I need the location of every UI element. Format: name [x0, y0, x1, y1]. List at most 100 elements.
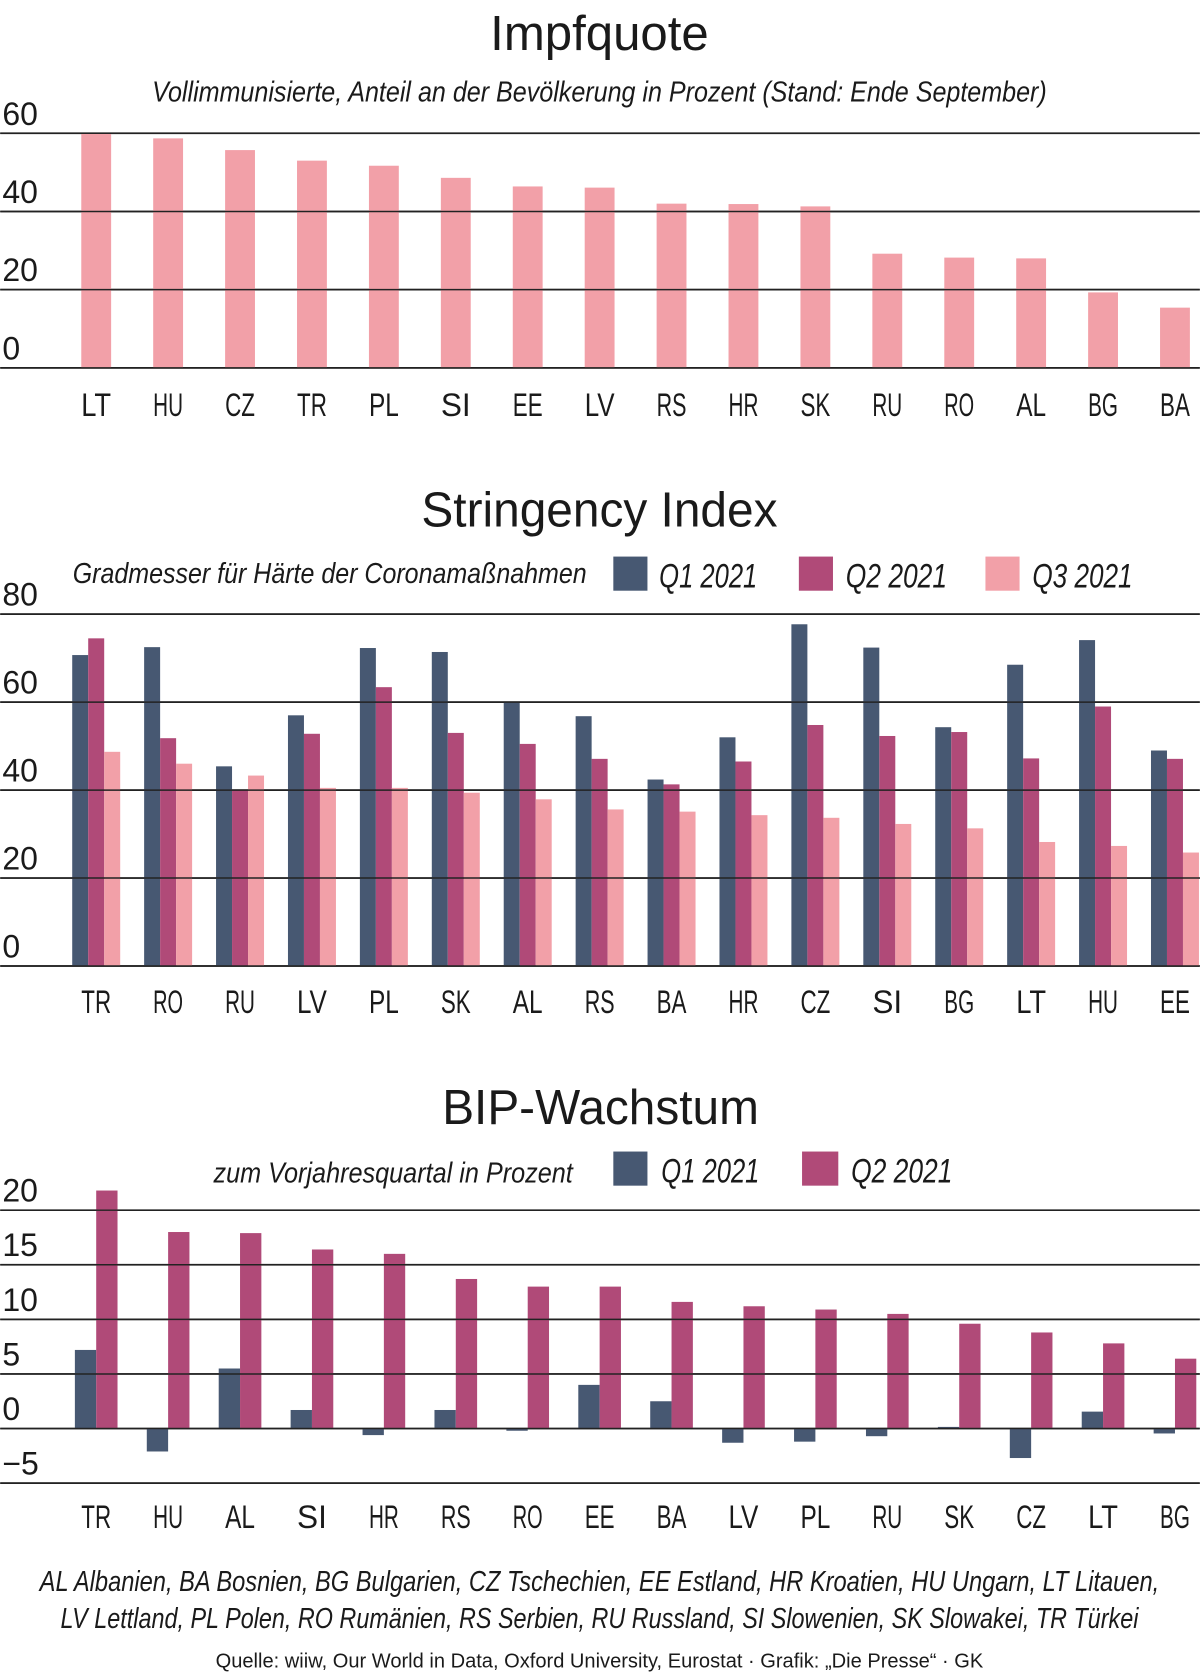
- bar-rs-q2: [591, 758, 608, 967]
- x-tick-label: HU: [153, 387, 183, 423]
- bar-lv-q1: [722, 1428, 744, 1443]
- bar-si: [440, 177, 471, 368]
- x-tick-label: TR: [81, 1499, 111, 1535]
- bar-lt-q2: [1023, 758, 1040, 967]
- x-tick-label: RU: [872, 387, 902, 423]
- y-tick-label: 20: [2, 841, 38, 877]
- bar-si-q1: [290, 1409, 312, 1429]
- y-tick-label: 60: [2, 96, 38, 132]
- x-tick-label: SK: [441, 984, 471, 1020]
- x-tick-label: EE: [585, 1499, 615, 1535]
- x-tick-label: RS: [585, 984, 615, 1020]
- x-tick-label: RO: [153, 984, 183, 1020]
- x-tick-label: RS: [657, 387, 687, 423]
- chart-impfquote: Impfquote Vollimmunisierte, Anteil an de…: [0, 7, 1200, 423]
- y-tick-label: 0: [2, 1391, 20, 1427]
- x-tick-label: CZ: [800, 984, 830, 1020]
- plot-area: 0 20 40 60 LT HU CZ TR PL SI EE LV RS HR SK RU RO AL BG BA: [0, 96, 1200, 423]
- x-tick-label: BG: [1088, 387, 1118, 423]
- bar-sk-q1: [431, 651, 448, 967]
- bar-sk-q1: [937, 1426, 960, 1429]
- bar-bg: [1088, 292, 1118, 368]
- legend-label-q2: Q2 2021: [851, 1152, 952, 1190]
- x-tick-label: LV: [729, 1499, 759, 1535]
- bar-tr-q2: [88, 638, 105, 967]
- x-tick-label: BG: [944, 984, 974, 1020]
- bar-ru-q2: [887, 1313, 909, 1429]
- x-tick-label: SK: [944, 1499, 974, 1535]
- legend-label-q3: Q3 2021: [1032, 557, 1132, 595]
- bar-bg-q2: [951, 732, 968, 967]
- x-tick-label: RS: [441, 1499, 471, 1535]
- bar-ro-q2: [160, 738, 177, 967]
- x-tick-label: AL: [513, 984, 543, 1020]
- bar-ba-q1: [650, 1401, 672, 1429]
- bar-hu-q2: [168, 1232, 190, 1429]
- legend-swatch-q2: [802, 1151, 839, 1186]
- x-tick-label: RO: [944, 387, 974, 423]
- bar-hu: [153, 138, 184, 368]
- legend-swatch-q1: [613, 556, 648, 591]
- bar-ro-q1: [144, 647, 161, 967]
- chart-bip-wachstum: BIP-Wachstum zum Vorjahresquartal in Pro…: [0, 1081, 1200, 1535]
- y-tick-label: 5: [2, 1336, 20, 1372]
- bar-pl-q1: [359, 648, 376, 967]
- bar-tr-q2: [96, 1190, 118, 1429]
- bar-cz-q2: [807, 724, 824, 967]
- bar-tr-q1: [74, 1349, 97, 1429]
- bar-si-q2: [879, 735, 896, 967]
- chart-subtitle: Gradmesser für Härte der Coronamaßnahmen: [73, 558, 587, 590]
- bar-lt-q1: [1081, 1411, 1104, 1429]
- x-tick-label: HR: [729, 984, 759, 1020]
- x-tick-label: BA: [657, 1499, 687, 1535]
- x-tick-label: RO: [513, 1499, 543, 1535]
- y-tick-label: 20: [2, 252, 38, 288]
- bar-lt-q1: [1007, 664, 1024, 967]
- bar-ee: [512, 186, 543, 368]
- bar-ro-q1: [506, 1428, 528, 1431]
- bar-pl-q3: [391, 787, 408, 967]
- x-tick-label: SI: [872, 984, 902, 1020]
- bar-lv-q2: [303, 733, 320, 967]
- x-tick-label: HU: [153, 1499, 183, 1535]
- x-tick-label: CZ: [1016, 1499, 1046, 1535]
- x-tick-label: LV: [585, 387, 615, 423]
- bar-bg-q1: [935, 727, 952, 967]
- bar-tr-q3: [104, 751, 121, 967]
- bar-bg-q2: [1174, 1358, 1197, 1429]
- bar-ro-q3: [176, 763, 193, 967]
- bar-si-q3: [895, 823, 912, 967]
- bar-rs-q1: [434, 1409, 456, 1429]
- bar-al-q1: [503, 702, 520, 967]
- x-tick-label: CZ: [225, 387, 255, 423]
- bar-ba: [1160, 307, 1190, 368]
- plot-area: −5 0 5 10 15 20 TR HU AL SI HR RS RO EE BA LV PL RU SK CZ LT…: [0, 1173, 1200, 1535]
- bar-rs-q3: [607, 809, 624, 967]
- bar-lt-q2: [1103, 1343, 1125, 1429]
- bar-ro-q2: [527, 1286, 550, 1429]
- x-tick-label: EE: [513, 387, 543, 423]
- bar-hr-q1: [362, 1428, 384, 1436]
- bar-bg-q1: [1153, 1428, 1175, 1434]
- bar-pl-q2: [375, 687, 392, 967]
- bar-ru-q1: [216, 766, 233, 967]
- bar-sk-q3: [463, 792, 480, 967]
- bar-cz-q1: [1009, 1428, 1032, 1459]
- bar-sk-q2: [959, 1323, 981, 1429]
- bar-rs: [656, 203, 687, 368]
- footer: AL Albanien, BA Bosnien, BG Bulgarien, C…: [38, 1566, 1159, 1673]
- y-tick-label: 80: [2, 577, 38, 613]
- bar-hr: [728, 204, 759, 368]
- x-tick-label: EE: [1160, 984, 1190, 1020]
- bar-ee-q1: [1150, 750, 1167, 967]
- plot-area: 0 20 40 60 80 TR RO RU LV PL SK AL RS BA HR CZ SI BG LT HU E…: [0, 577, 1200, 1020]
- bar-al: [1016, 258, 1047, 368]
- y-tick-label: 60: [2, 665, 38, 701]
- x-tick-label: PL: [800, 1499, 830, 1535]
- legend-label-q2: Q2 2021: [846, 557, 947, 595]
- x-tick-label: AL: [1016, 387, 1046, 423]
- bar-si-q2: [311, 1249, 334, 1429]
- bar-al-q2: [519, 743, 536, 967]
- bar-lv-q2: [743, 1306, 765, 1429]
- x-tick-label: SK: [800, 387, 830, 423]
